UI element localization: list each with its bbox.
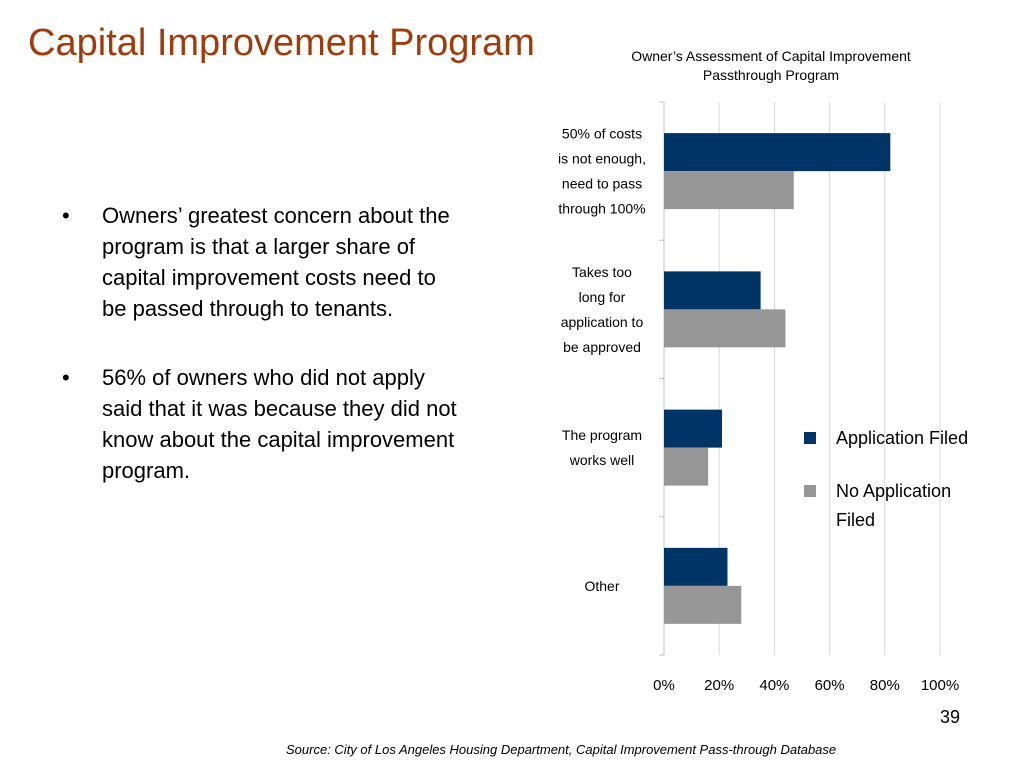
bullet-list: • Owners’ greatest concern about the pro… [62,200,462,524]
x-tick-label: 80% [870,677,900,694]
bullet-item: • Owners’ greatest concern about the pro… [62,200,462,324]
x-tick-label: 0% [653,677,675,694]
legend-item-application-filed: Application Filed [800,424,986,453]
legend-label: No Application Filed [836,481,952,530]
category-label: Takes too [572,264,632,280]
category-label: through 100% [558,201,645,217]
x-tick-label: 100% [921,677,959,694]
category-label: be approved [563,339,641,355]
bar-application-filed [664,547,728,586]
category-label: application to [561,314,644,330]
category-label: Other [584,578,619,594]
chart-legend: Application Filed No Application Filed [800,424,986,535]
category-label: The program [562,427,642,443]
x-tick-label: 40% [759,677,789,694]
bullet-text: 56% of owners who did not apply said tha… [102,365,457,483]
slide-title: Capital Improvement Program [28,22,535,64]
x-tick-label: 20% [704,677,734,694]
chart-title: Owner’s Assessment of Capital Improvemen… [631,48,911,83]
category-label: 50% of costs [562,126,642,142]
category-label: is not enough, [558,151,646,167]
bar-no-application-filed [664,309,786,348]
page-number: 39 [940,707,961,727]
bar-application-filed [664,409,722,448]
bar-no-application-filed [664,447,709,486]
bullet-marker: • [62,365,70,390]
x-tick-label: 60% [815,677,845,694]
bar-application-filed [664,133,891,172]
legend-label: Application Filed [836,428,969,448]
legend-item-no-application-filed: No Application Filed [800,477,986,535]
bar-no-application-filed [664,585,742,624]
bullet-item: • 56% of owners who did not apply said t… [62,362,462,486]
bullet-text: Owners’ greatest concern about the progr… [102,203,450,321]
category-label: need to pass [562,176,642,192]
legend-swatch-application-filed [804,432,816,444]
category-label: works well [569,452,635,468]
legend-swatch-no-application-filed [804,485,816,497]
bar-no-application-filed [664,171,794,210]
category-label: long for [579,289,626,305]
source-note: Source: City of Los Angeles Housing Depa… [286,742,837,757]
bar-application-filed [664,271,761,310]
bullet-marker: • [62,203,70,228]
